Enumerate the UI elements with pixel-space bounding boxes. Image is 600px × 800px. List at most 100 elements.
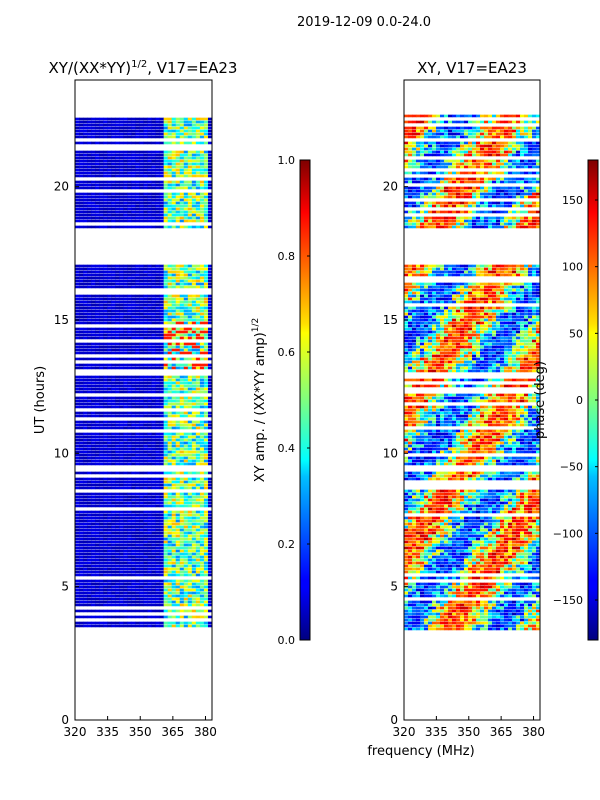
heatmap-cell (155, 210, 161, 214)
heatmap-cell (203, 192, 209, 196)
heatmap-cell (111, 387, 116, 391)
heatmap-cell (135, 402, 140, 406)
heatmap-cell (159, 180, 165, 184)
heatmap-cell (159, 303, 165, 307)
heatmap-cell (207, 279, 213, 283)
heatmap-cell (127, 180, 132, 184)
heatmap-cell (103, 129, 108, 133)
heatmap-cell (123, 600, 128, 604)
heatmap-cell (175, 501, 181, 505)
heatmap-cell (111, 477, 116, 481)
heatmap-cell (528, 141, 533, 145)
heatmap-cell (103, 522, 108, 526)
heatmap-cell (171, 285, 177, 289)
heatmap-cell (151, 321, 156, 325)
heatmap-cell (171, 333, 177, 337)
heatmap-cell (139, 570, 144, 574)
heatmap-cell (167, 342, 173, 346)
heatmap-cell (151, 297, 156, 301)
heatmap-cell (159, 522, 165, 526)
heatmap-cell (103, 486, 108, 490)
heatmap-cell (83, 498, 88, 502)
heatmap-cell (460, 126, 465, 130)
heatmap-cell (139, 333, 144, 337)
heatmap-cell (207, 198, 213, 202)
heatmap-cell (416, 141, 421, 145)
heatmap-cell (151, 282, 156, 286)
x-tick-label: 365 (161, 725, 184, 739)
heatmap-cell (155, 471, 161, 475)
heatmap-cell (155, 420, 161, 424)
heatmap-cell (191, 390, 197, 394)
heatmap-cell (111, 204, 116, 208)
heatmap-cell (131, 192, 136, 196)
heatmap-cell (195, 462, 201, 466)
heatmap-cell (155, 402, 161, 406)
heatmap-cell (123, 525, 128, 529)
heatmap-cell (203, 390, 209, 394)
heatmap-cell (436, 153, 441, 157)
heatmap-cell (528, 120, 533, 124)
heatmap-cell (203, 159, 209, 163)
heatmap-cell (107, 294, 112, 298)
heatmap-cell (504, 129, 509, 133)
heatmap-cell (207, 621, 213, 625)
heatmap-cell (123, 171, 128, 175)
heatmap-cell (464, 135, 469, 139)
heatmap-cell (123, 516, 128, 520)
heatmap-cell (127, 492, 132, 496)
heatmap-cell (171, 462, 177, 466)
heatmap-cell (183, 282, 189, 286)
heatmap-cell (179, 456, 185, 460)
heatmap-cell (187, 420, 193, 424)
heatmap-cell (147, 558, 152, 562)
heatmap-cell (143, 300, 148, 304)
heatmap-cell (203, 303, 209, 307)
heatmap-cell (107, 219, 112, 223)
heatmap-cell (135, 357, 140, 361)
heatmap-cell (151, 564, 156, 568)
heatmap-cell (127, 543, 132, 547)
heatmap-cell (119, 621, 124, 625)
heatmap-cell (91, 123, 96, 127)
heatmap-cell (79, 396, 84, 400)
heatmap-cell (119, 405, 124, 409)
heatmap-cell (127, 348, 132, 352)
heatmap-cell (207, 546, 213, 550)
heatmap-cell (163, 588, 169, 592)
heatmap-cell (87, 141, 92, 145)
heatmap-cell (103, 441, 108, 445)
heatmap-cell (151, 546, 156, 550)
heatmap-cell (464, 114, 469, 118)
heatmap-cell (75, 501, 80, 505)
heatmap-cell (83, 444, 88, 448)
heatmap-cell (111, 159, 116, 163)
heatmap-cell (95, 594, 100, 598)
heatmap-cell (163, 441, 169, 445)
heatmap-cell (199, 297, 205, 301)
heatmap-cell (183, 444, 189, 448)
heatmap-cell (75, 363, 80, 367)
heatmap-cell (103, 621, 108, 625)
heatmap-cell (103, 132, 108, 136)
heatmap-cell (123, 153, 128, 157)
heatmap-cell (508, 132, 513, 136)
heatmap-cell (203, 333, 209, 337)
heatmap-cell (175, 210, 181, 214)
heatmap-cell (155, 441, 161, 445)
heatmap-cell (83, 132, 88, 136)
heatmap-cell (95, 483, 100, 487)
heatmap-cell (75, 423, 80, 427)
heatmap-cell (155, 390, 161, 394)
heatmap-cell (167, 297, 173, 301)
heatmap-cell (99, 495, 104, 499)
heatmap-cell (408, 126, 413, 130)
heatmap-cell (143, 459, 148, 463)
heatmap-cell (195, 534, 201, 538)
heatmap-cell (159, 201, 165, 205)
heatmap-cell (191, 183, 197, 187)
heatmap-cell (179, 462, 185, 466)
heatmap-cell (127, 573, 132, 577)
heatmap-cell (91, 453, 96, 457)
